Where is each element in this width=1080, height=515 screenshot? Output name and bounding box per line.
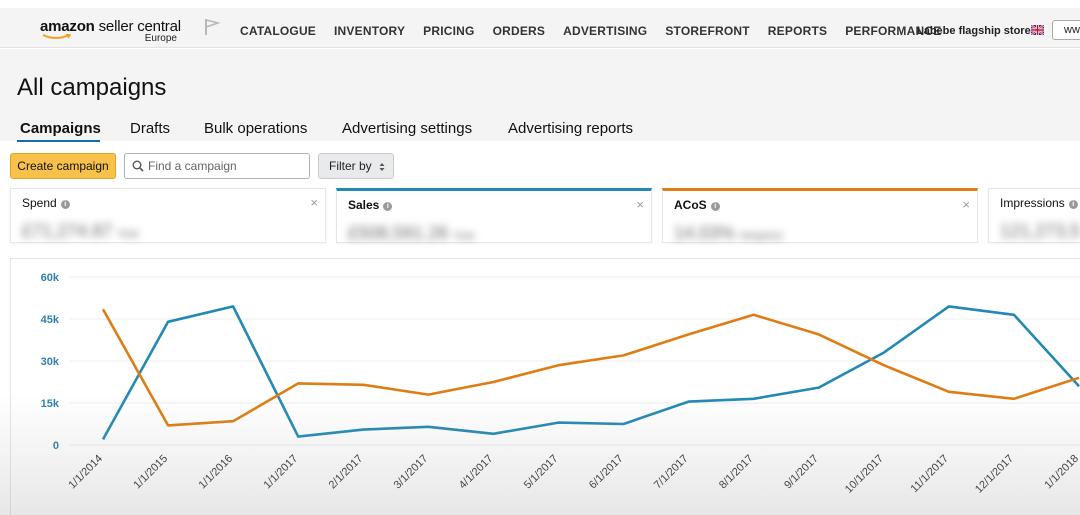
nav-orders[interactable]: ORDERS [492,24,546,38]
x-tick-label: 12/1/2017 [973,453,1016,496]
metric-label: Impressions i [1000,196,1078,210]
y-tick-label: 30k [41,356,60,368]
info-icon[interactable]: i [60,200,70,209]
x-tick-label: 1/1/2017 [262,453,301,492]
logo-region: Europe [144,33,177,44]
y-tick-label: 60k [41,272,60,284]
metric-value: 121,273,5 [1000,221,1080,241]
flag-icon[interactable] [204,18,220,36]
x-tick-label: 9/1/2017 [782,453,821,492]
page-title: All campaigns [17,74,167,101]
page-header [0,49,1080,141]
x-tick-label: 1/1/2014 [66,453,105,492]
amazon-seller-central-logo[interactable]: amazon seller central Europe [40,18,190,46]
campaign-search[interactable] [124,153,310,179]
x-tick-label: 1/1/2016 [196,453,235,492]
close-icon[interactable]: × [962,197,970,212]
filter-by-button[interactable]: Filter by [318,153,394,179]
metric-card-impressions[interactable]: Impressions i 121,273,5 [988,188,1080,243]
metric-value: 14.03% Weighted [674,223,783,243]
y-tick-label: 0 [53,440,59,452]
series-line-acos [101,308,1080,427]
x-tick-label: 1/1/2015 [131,453,170,492]
metric-label: Sales i [348,198,393,212]
main-nav: CATALOGUE INVENTORY PRICING ORDERS ADVER… [240,24,959,38]
filter-by-label: Filter by [329,159,372,173]
performance-chart: 0 15k 30k 45k 60k 1/1/2014 1/1/2015 1/1/2016 1/1… [10,258,1080,515]
x-tick-label: 4/1/2017 [457,453,496,492]
metric-label: Spend i [22,196,70,210]
logo-text: amazon seller central [40,18,181,35]
tab-campaigns[interactable]: Campaigns [20,120,101,137]
info-icon[interactable]: i [1068,200,1078,209]
marketplace-select[interactable]: ww [1052,20,1080,40]
x-tick-label: 10/1/2017 [843,453,886,496]
close-icon[interactable]: × [636,197,644,212]
x-tick-label: 2/1/2017 [327,453,366,492]
tab-bulk-operations[interactable]: Bulk operations [204,120,308,137]
metric-card-spend[interactable]: Spend i × £71,274.87 Total [10,188,326,243]
logo-smile-icon [42,34,72,39]
nav-advertising[interactable]: ADVERTISING [563,24,648,38]
active-tab-indicator [17,140,100,142]
x-tick-label: 5/1/2017 [522,453,561,492]
y-tick-label: 45k [41,314,60,326]
nav-catalogue[interactable]: CATALOGUE [240,24,317,38]
x-tick-label: 7/1/2017 [652,453,691,492]
metric-label: ACoS i [674,198,720,212]
y-tick-label: 15k [41,398,60,410]
metric-card-acos[interactable]: ACoS i × 14.03% Weighted [662,188,978,243]
nav-inventory[interactable]: INVENTORY [334,24,406,38]
metric-value: £508,591.26 Total [348,223,475,243]
line-chart: 0 15k 30k 45k 60k 1/1/2014 1/1/2015 1/1/2016 1/1… [41,272,1080,496]
metric-card-sales[interactable]: Sales i × £508,591.26 Total [336,188,652,243]
nav-performance[interactable]: PERFORMANCE [845,24,942,38]
tab-drafts[interactable]: Drafts [130,120,171,137]
close-icon[interactable]: × [310,195,318,210]
store-name[interactable]: Labebe flagship store [917,25,1031,37]
nav-pricing[interactable]: PRICING [423,24,475,38]
search-icon [132,160,144,172]
tab-advertising-reports[interactable]: Advertising reports [508,120,634,137]
info-icon[interactable]: i [710,202,720,211]
x-tick-label: 11/1/2017 [908,453,951,496]
x-tick-label: 1/1/2018 [1042,453,1080,492]
tab-advertising-settings[interactable]: Advertising settings [342,120,473,137]
search-input[interactable] [148,158,306,174]
x-tick-label: 6/1/2017 [587,453,626,492]
nav-storefront[interactable]: STOREFRONT [665,24,750,38]
x-tick-label: 3/1/2017 [392,453,431,492]
top-nav: amazon seller central Europe CATALOGUE I… [0,0,1080,48]
nav-reports[interactable]: REPORTS [767,24,828,38]
sort-arrows-icon [379,163,385,171]
x-tick-label: 8/1/2017 [717,453,756,492]
uk-flag-icon [1031,25,1044,35]
info-icon[interactable]: i [383,202,393,211]
metric-value: £71,274.87 Total [22,221,139,241]
create-campaign-button[interactable]: Create campaign [10,153,116,179]
series-line-sales [101,305,1080,441]
